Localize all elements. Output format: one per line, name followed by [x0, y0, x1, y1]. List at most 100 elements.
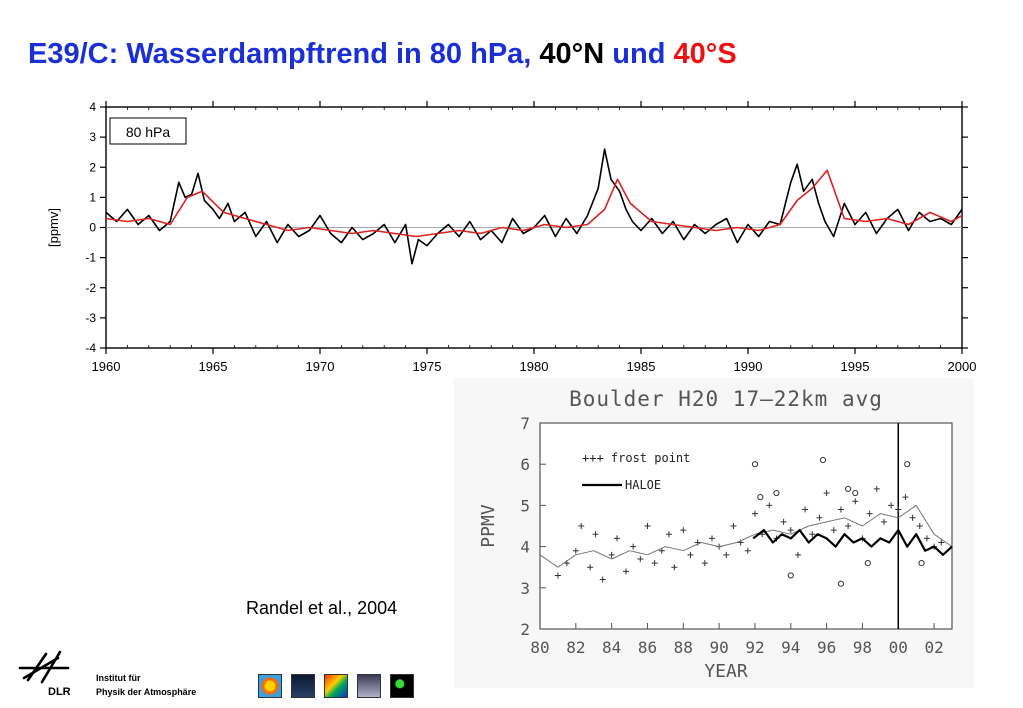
frost-point-outlier-marker	[845, 485, 852, 493]
frost-point-marker	[687, 551, 694, 558]
frost-point-marker	[701, 560, 708, 567]
x-tick-label: 00	[889, 638, 908, 657]
frost-point-outlier-marker	[757, 494, 764, 501]
x-tick-label: 1970	[306, 359, 335, 374]
title-part-40n: 40°N	[539, 38, 605, 70]
x-tick-label: 1960	[92, 359, 121, 374]
frost-point-outlier-marker	[773, 489, 780, 497]
y-axis-label: PPMV	[478, 504, 499, 548]
frost-point-marker	[923, 535, 930, 542]
frost-point-marker	[794, 551, 801, 558]
frost-point-outlier-marker	[864, 559, 871, 567]
frost-point-marker	[637, 555, 644, 562]
y-tick-label: -3	[85, 311, 96, 325]
frost-point-smoothed-line	[539, 504, 953, 568]
y-tick-label: 4	[89, 100, 96, 114]
frost-point-marker	[909, 514, 916, 521]
x-tick-label: 1975	[413, 359, 442, 374]
y-tick-label: 5	[520, 496, 530, 515]
frost-point-outlier-marker	[837, 580, 845, 587]
frost-point-marker	[723, 551, 730, 558]
frost-point-marker	[852, 498, 859, 505]
x-tick-label: 96	[817, 638, 836, 657]
frost-point-marker	[895, 506, 902, 513]
title-part-40s: 40°S	[673, 38, 737, 70]
frost-point-outlier-marker	[751, 461, 759, 468]
frost-point-marker	[816, 514, 823, 521]
x-tick-label: 02	[924, 638, 943, 657]
series-line-2	[105, 169, 963, 238]
y-tick-label: 0	[89, 221, 96, 235]
y-tick-label: 4	[520, 538, 530, 557]
x-axis-label: YEAR	[704, 661, 748, 682]
frost-point-outlier-marker	[918, 559, 925, 567]
frost-point-marker	[787, 527, 794, 534]
aircraft-thumbnail-icon	[291, 674, 315, 698]
institute-footer: DLR Institut für Physik der Atmosphäre	[14, 646, 254, 704]
x-tick-label: 84	[602, 638, 621, 657]
y-tick-label: -4	[85, 341, 96, 355]
colormap-thumbnail-icon	[324, 674, 348, 698]
frost-point-marker	[823, 490, 830, 497]
x-tick-label: 1985	[627, 359, 656, 374]
x-tick-label: 1990	[734, 359, 763, 374]
frost-point-marker	[665, 531, 672, 538]
frost-point-marker	[708, 535, 715, 542]
x-tick-label: 1995	[841, 359, 870, 374]
y-tick-label: 3	[89, 130, 96, 144]
y-tick-label: 3	[520, 579, 530, 598]
x-tick-label: 92	[745, 638, 764, 657]
frost-point-marker	[587, 564, 594, 571]
frost-point-marker	[880, 518, 887, 525]
institute-line-1: Institut für	[96, 673, 141, 683]
globe-thumbnail-icon	[258, 674, 282, 698]
frost-point-marker	[751, 510, 758, 517]
y-tick-label: -1	[85, 251, 96, 265]
y-tick-label: -2	[85, 281, 96, 295]
frost-point-marker	[873, 485, 880, 492]
page-title: E39/C: Wasserdampftrend in 80 hPa, 40°N …	[28, 38, 737, 71]
frost-point-marker	[614, 535, 621, 542]
legend-frost-point: +++ frost point	[582, 451, 690, 465]
x-tick-label: 80	[530, 638, 549, 657]
x-tick-label: 90	[709, 638, 728, 657]
frost-point-outlier-marker	[852, 489, 859, 497]
frost-point-marker	[888, 502, 895, 509]
x-tick-label: 1965	[199, 359, 228, 374]
frost-point-outlier-marker	[904, 461, 911, 468]
frost-point-marker	[809, 531, 816, 538]
frost-point-outlier-marker	[819, 456, 827, 464]
frost-point-outlier-marker	[787, 572, 794, 579]
title-part-main: E39/C: Wasserdampftrend in 80 hPa,	[28, 38, 532, 70]
annotation-label: 80 hPa	[126, 124, 171, 140]
x-tick-label: 98	[853, 638, 872, 657]
frost-point-marker	[578, 523, 585, 529]
frost-point-marker	[902, 494, 909, 501]
frost-point-marker	[608, 551, 615, 558]
chart-title: Boulder H20 17–22km avg	[569, 387, 883, 411]
frost-point-marker	[651, 560, 658, 567]
frost-point-marker	[644, 523, 651, 529]
plot-frame	[539, 422, 953, 630]
frost-point-marker	[866, 510, 873, 517]
institute-line-2: Physik der Atmosphäre	[96, 687, 197, 697]
legend-haloe: HALOE	[625, 478, 661, 492]
frost-point-marker	[802, 506, 809, 513]
y-tick-label: 2	[520, 620, 530, 639]
chart-boulder-h2o: Boulder H20 17–22km avg 2 3 4 5 6 7 80 82 84 86 88 9…	[454, 378, 974, 688]
x-tick-label: 1980	[520, 359, 549, 374]
dlr-logo-icon	[18, 650, 70, 684]
frost-point-marker	[916, 523, 923, 529]
x-tick-label: 82	[566, 638, 585, 657]
frost-point-marker	[780, 518, 787, 525]
frost-point-marker	[671, 564, 678, 571]
frost-point-marker	[730, 523, 737, 529]
frost-point-marker	[622, 568, 629, 575]
frost-point-marker	[572, 547, 579, 554]
frost-point-marker	[554, 572, 561, 579]
frost-point-marker	[744, 547, 751, 554]
frost-point-marker	[837, 506, 844, 513]
annotation-box	[109, 117, 187, 145]
chart-80hpa-trend: -4 -3 -2 -1 0 1 2 3 4 1960 1965 1970 1975 1980 1985 199…	[46, 100, 976, 374]
x-tick-label: 86	[638, 638, 657, 657]
